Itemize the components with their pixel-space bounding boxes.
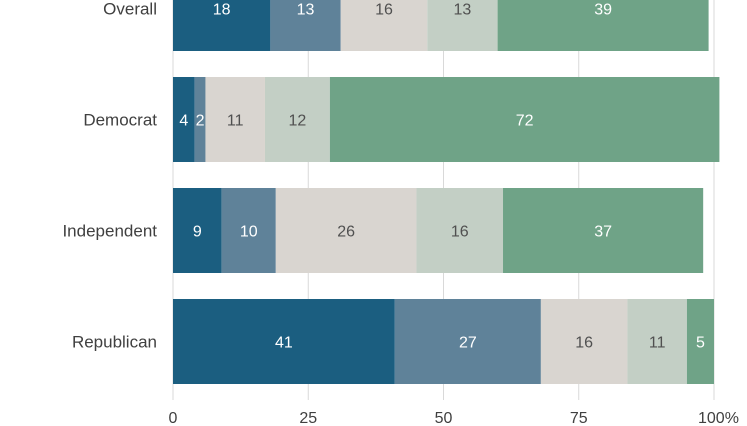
- bar-independent-segment-3: [275, 188, 417, 273]
- category-label-republican: Republican: [72, 333, 157, 352]
- bar-republican-segment-3: [540, 299, 628, 384]
- bar-overall-segment-3: [340, 0, 428, 51]
- data-label-independent-segment-1: 9: [193, 224, 202, 241]
- bar-democrat-segment-5: [329, 77, 720, 162]
- data-label-democrat-segment-3: 11: [227, 113, 244, 130]
- data-label-democrat-segment-5: 72: [516, 113, 534, 130]
- data-label-independent-segment-3: 26: [337, 224, 355, 241]
- data-label-overall-segment-2: 13: [297, 2, 315, 19]
- x-tick-label-50: 50: [435, 410, 453, 426]
- bar-democrat-segment-4: [264, 77, 330, 162]
- bar-overall-segment-2: [270, 0, 341, 51]
- category-label-democrat: Democrat: [83, 111, 157, 130]
- data-label-independent-segment-5: 37: [594, 224, 612, 241]
- bar-independent-segment-5: [503, 188, 704, 273]
- bar-republican-segment-2: [394, 299, 541, 384]
- data-label-republican-segment-5: 5: [696, 335, 705, 352]
- bar-republican-segment-1: [173, 299, 395, 384]
- bar-overall-segment-5: [497, 0, 709, 51]
- x-tick-label-0: 0: [169, 410, 178, 426]
- bar-republican-segment-5: [686, 299, 714, 384]
- data-label-republican-segment-3: 16: [575, 335, 593, 352]
- bar-democrat-segment-1: [173, 77, 195, 162]
- category-label-independent: Independent: [62, 222, 157, 241]
- data-label-independent-segment-4: 16: [451, 224, 469, 241]
- bars: [173, 0, 720, 384]
- bar-independent-segment-4: [416, 188, 504, 273]
- data-label-democrat-segment-1: 4: [179, 113, 188, 130]
- x-tick-label-75: 75: [570, 410, 588, 426]
- bar-independent-segment-1: [173, 188, 222, 273]
- data-label-independent-segment-2: 10: [240, 224, 258, 241]
- data-label-overall-segment-3: 16: [375, 2, 393, 19]
- data-label-democrat-segment-2: 2: [196, 113, 205, 130]
- data-label-overall-segment-1: 18: [213, 2, 231, 19]
- data-label-republican-segment-4: 11: [649, 335, 666, 352]
- category-label-overall: Overall: [103, 0, 157, 19]
- bar-overall-segment-1: [173, 0, 271, 51]
- bar-republican-segment-4: [627, 299, 687, 384]
- bar-democrat-segment-2: [194, 77, 206, 162]
- bar-democrat-segment-3: [205, 77, 265, 162]
- bar-independent-segment-2: [221, 188, 276, 273]
- x-tick-label-25: 25: [299, 410, 317, 426]
- data-label-overall-segment-5: 39: [594, 2, 612, 19]
- data-label-republican-segment-1: 41: [275, 335, 293, 352]
- data-label-republican-segment-2: 27: [459, 335, 477, 352]
- x-axis-ticks: 0 25 50 75 100%: [169, 410, 739, 426]
- bar-overall-segment-4: [427, 0, 498, 51]
- x-tick-label-100: 100%: [698, 410, 739, 426]
- category-labels: Overall Democrat Independent Republican: [62, 0, 157, 352]
- data-label-overall-segment-4: 13: [454, 2, 472, 19]
- data-labels: 18 13 16 13 39 4 2 11 12 72 9 10 26 16 37 41 27 16 11 5: [179, 2, 705, 352]
- data-label-democrat-segment-4: 12: [289, 113, 307, 130]
